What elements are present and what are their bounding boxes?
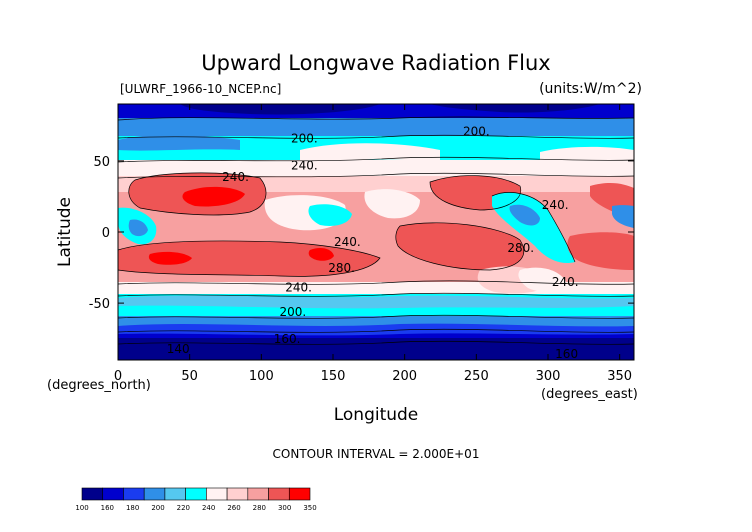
colorbar-label: 300	[278, 504, 291, 512]
band-north-high	[118, 118, 634, 140]
x-unit-left: (degrees_north)	[47, 378, 151, 393]
contour-label: 160.	[274, 332, 301, 346]
colorbar-label: 100	[75, 504, 88, 512]
colorbar-swatch	[226, 487, 249, 501]
colorbar-swatch	[268, 487, 290, 501]
colorbar-label: 200	[151, 504, 164, 512]
y-tick-label: -50	[89, 297, 110, 312]
arctic-dark-2	[430, 104, 600, 113]
chart-title: Upward Longwave Radiation Flux	[201, 51, 550, 75]
colorbar: 100 160 180 200 220 240 260 280 300 350	[75, 487, 317, 512]
contour-label: 140	[167, 342, 190, 356]
colorbar-label: 220	[177, 504, 190, 512]
contour-label: 160	[555, 347, 578, 361]
y-tick-label: 0	[102, 226, 110, 241]
contour-label: 200.	[280, 305, 307, 319]
x-tick-label: 150	[321, 369, 346, 384]
colorbar-swatch	[288, 487, 311, 501]
contour-label: 280.	[328, 261, 355, 275]
colorbar-swatch	[206, 487, 228, 501]
plot-area	[118, 104, 634, 360]
colorbar-swatch	[247, 487, 269, 501]
north-pink-lobe-2	[540, 146, 634, 166]
colorbar-label: 240	[202, 504, 215, 512]
cyan-patch-sam-core	[509, 204, 540, 226]
x-tick-label: 200	[392, 369, 417, 384]
x-unit-right: (degrees_east)	[541, 387, 638, 402]
contour-labels: 200. 200. 240. 240. 240. 280. 280. 240. 240. 240.…	[167, 124, 579, 361]
colorbar-label: 260	[227, 504, 240, 512]
contour-label: 240.	[334, 235, 361, 249]
colorbar-label: 280	[253, 504, 266, 512]
colorbar-swatch	[164, 487, 186, 501]
contour-label: 240.	[542, 198, 569, 212]
x-tick-label: 250	[464, 369, 489, 384]
x-axis-ticks: 0 50 100 150 200 250 300 350	[114, 104, 632, 384]
cyan-patch-mid	[308, 204, 352, 226]
contour-label: 240.	[552, 275, 579, 289]
y-axis-ticks: -50 0 50	[89, 155, 634, 312]
sh-red-core-west	[148, 251, 192, 265]
contour-label: 200.	[463, 124, 490, 138]
contour-label: 240.	[291, 158, 318, 172]
colorbar-swatch	[102, 487, 124, 501]
sh-red-belt-far	[567, 232, 634, 270]
nh-red-core	[182, 186, 245, 207]
contour-lines	[118, 116, 634, 345]
x-tick-label: 350	[607, 369, 632, 384]
cyan-patch-west-core	[128, 219, 148, 237]
sh-white-patch	[518, 267, 566, 292]
units-label: (units:W/m^2)	[539, 81, 642, 97]
contour-label: 200.	[291, 131, 318, 145]
colorbar-swatch	[81, 487, 104, 501]
colorbar-swatch	[123, 487, 145, 501]
cyan-patch-east	[612, 205, 634, 228]
sh-blue-wave	[118, 323, 634, 336]
white-patch-atl	[364, 189, 420, 219]
contour-interval: CONTOUR INTERVAL = 2.000E+01	[273, 447, 480, 461]
file-label: [ULWRF_1966-10_NCEP.nc]	[120, 82, 281, 96]
colorbar-label: 160	[101, 504, 114, 512]
y-axis-title: Latitude	[55, 197, 75, 267]
colorbar-label: 180	[126, 504, 139, 512]
x-tick-label: 100	[249, 369, 274, 384]
sh-red-core-mid	[308, 248, 334, 261]
arctic-dark	[180, 104, 380, 115]
north-cyan-lobe	[118, 134, 240, 151]
contour-label: 240.	[285, 281, 312, 295]
colorbar-swatch	[185, 487, 207, 501]
x-axis-title: Longitude	[334, 405, 419, 425]
sh-cyan-wave	[118, 295, 634, 309]
y-tick-label: 50	[93, 155, 110, 170]
contour-label: 280.	[507, 241, 534, 255]
colorbar-swatch	[143, 487, 166, 501]
band-north-sub	[118, 160, 634, 178]
x-tick-label: 300	[536, 369, 561, 384]
sh-red-belt-east	[395, 222, 524, 270]
contour-label: 240.	[222, 170, 249, 184]
north-pink-lobe	[300, 143, 440, 162]
x-tick-label: 50	[181, 369, 198, 384]
colorbar-label: 350	[303, 504, 316, 512]
x-tick-label: 0	[114, 369, 122, 384]
